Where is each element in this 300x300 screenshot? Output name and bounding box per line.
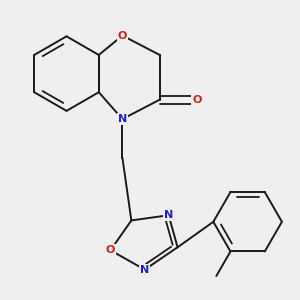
Text: N: N bbox=[118, 114, 127, 124]
Text: N: N bbox=[140, 265, 149, 275]
Text: O: O bbox=[106, 245, 115, 255]
Text: N: N bbox=[164, 210, 173, 220]
Text: O: O bbox=[192, 95, 202, 105]
Text: O: O bbox=[118, 31, 127, 40]
